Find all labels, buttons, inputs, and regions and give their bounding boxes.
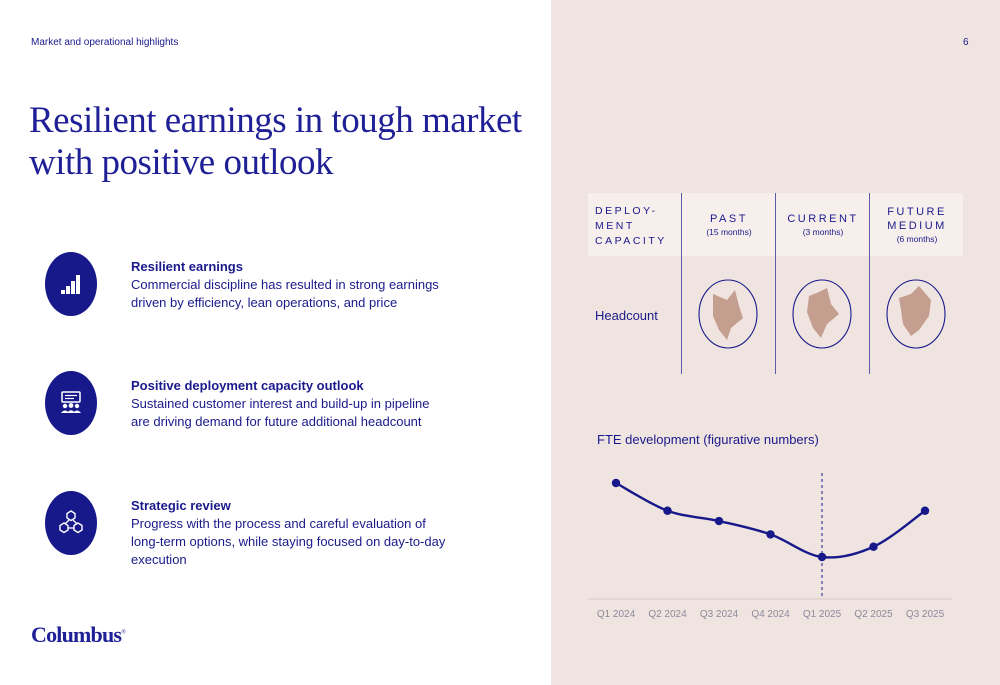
column-divider [775, 193, 776, 374]
left-panel: Market and operational highlights Resili… [29, 37, 523, 648]
network-cubes-icon [45, 491, 97, 555]
logo-text: Columbus [31, 622, 122, 647]
fte-line-chart: Q1 2024 Q2 2024 Q3 2024 Q4 2024 Q1 2025 Q2 20… [580, 465, 970, 625]
capacity-label-line: MENT [595, 220, 635, 232]
team-presentation-icon [45, 371, 97, 435]
fte-series-line [615, 481, 926, 559]
data-point [766, 530, 775, 539]
headcount-row-label: Headcount [595, 308, 658, 323]
data-point [920, 506, 930, 515]
columbus-logo: Columbus® [31, 622, 126, 648]
column-subtitle: (6 months) [896, 234, 938, 244]
column-subtitle: (3 months) [802, 227, 844, 237]
column-title: FUTURE [887, 206, 947, 218]
highlight-description: Progress with the process and careful ev… [131, 516, 446, 567]
page-number: 6 [963, 37, 969, 48]
fte-chart-title: FTE development (figurative numbers) [597, 432, 819, 447]
column-header-future-medium: FUTURE MEDIUM (6 months) [870, 205, 964, 245]
bar-chart-icon [45, 252, 97, 316]
column-header-current: CURRENT (3 months) [776, 212, 870, 238]
capacity-label-line: DEPLOY- [595, 205, 658, 217]
x-tick-label: Q1 2024 [597, 609, 636, 620]
column-subtitle: (15 months) [706, 227, 752, 237]
fte-chart-svg: Q1 2024 Q2 2024 Q3 2024 Q4 2024 Q1 2025 Q2 20… [588, 473, 952, 620]
highlight-description: Commercial discipline has resulted in st… [131, 277, 439, 310]
highlight-description: Sustained customer interest and build-up… [131, 396, 430, 429]
column-title: PAST [710, 213, 748, 225]
x-tick-label: Q1 2025 [803, 609, 842, 620]
capacity-label-line: CAPACITY [595, 235, 667, 247]
column-title: MEDIUM [887, 220, 947, 232]
x-tick-label: Q4 2024 [751, 609, 790, 620]
data-point [714, 516, 724, 526]
x-tick-label: Q3 2025 [906, 609, 945, 620]
page-title: Resilient earnings in tough market with … [29, 100, 522, 183]
deployment-capacity-label: DEPLOY- MENT CAPACITY [595, 204, 667, 249]
headcount-future-shape [885, 278, 947, 350]
deployment-capacity-table: DEPLOY- MENT CAPACITY PAST (15 months) C… [588, 193, 963, 374]
column-title: CURRENT [787, 213, 859, 225]
data-point [869, 542, 878, 551]
highlight-title: Resilient earnings [131, 259, 243, 274]
x-tick-label: Q3 2024 [700, 609, 739, 620]
highlight-title: Strategic review [131, 498, 231, 513]
headcount-current-shape [791, 278, 853, 350]
highlight-title: Positive deployment capacity outlook [131, 378, 364, 393]
column-header-past: PAST (15 months) [682, 212, 776, 238]
x-tick-label: Q2 2025 [854, 609, 893, 620]
logo-registered-mark: ® [121, 629, 126, 636]
data-point [611, 478, 621, 488]
data-point [817, 552, 827, 562]
x-tick-label: Q2 2024 [648, 609, 687, 620]
headcount-past-shape [697, 278, 759, 350]
section-label: Market and operational highlights [31, 37, 179, 48]
data-point [663, 506, 672, 515]
column-divider [681, 193, 682, 374]
column-divider [869, 193, 870, 374]
